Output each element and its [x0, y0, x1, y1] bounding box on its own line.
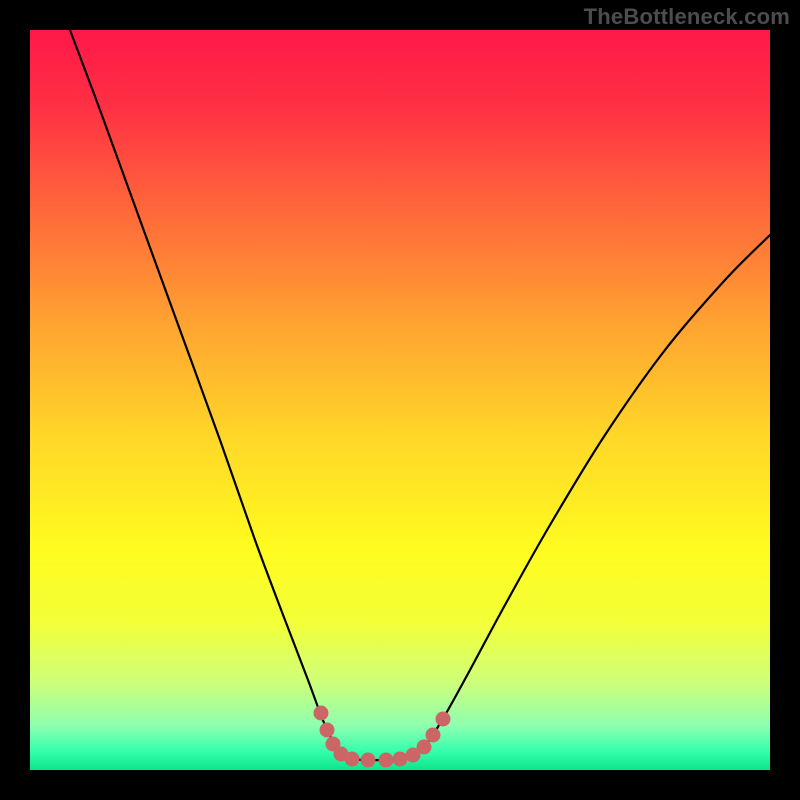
chart-svg: [0, 0, 800, 800]
marker-dot: [314, 706, 328, 720]
marker-dot: [361, 753, 375, 767]
marker-dot: [436, 712, 450, 726]
marker-dot: [320, 723, 334, 737]
plot-area: [30, 30, 770, 770]
marker-dot: [379, 753, 393, 767]
plot-background: [30, 30, 770, 770]
marker-dot: [345, 752, 359, 766]
marker-dot: [393, 752, 407, 766]
marker-dot: [417, 740, 431, 754]
chart-container: TheBottleneck.com: [0, 0, 800, 800]
watermark-text: TheBottleneck.com: [584, 4, 790, 30]
marker-dot: [426, 728, 440, 742]
